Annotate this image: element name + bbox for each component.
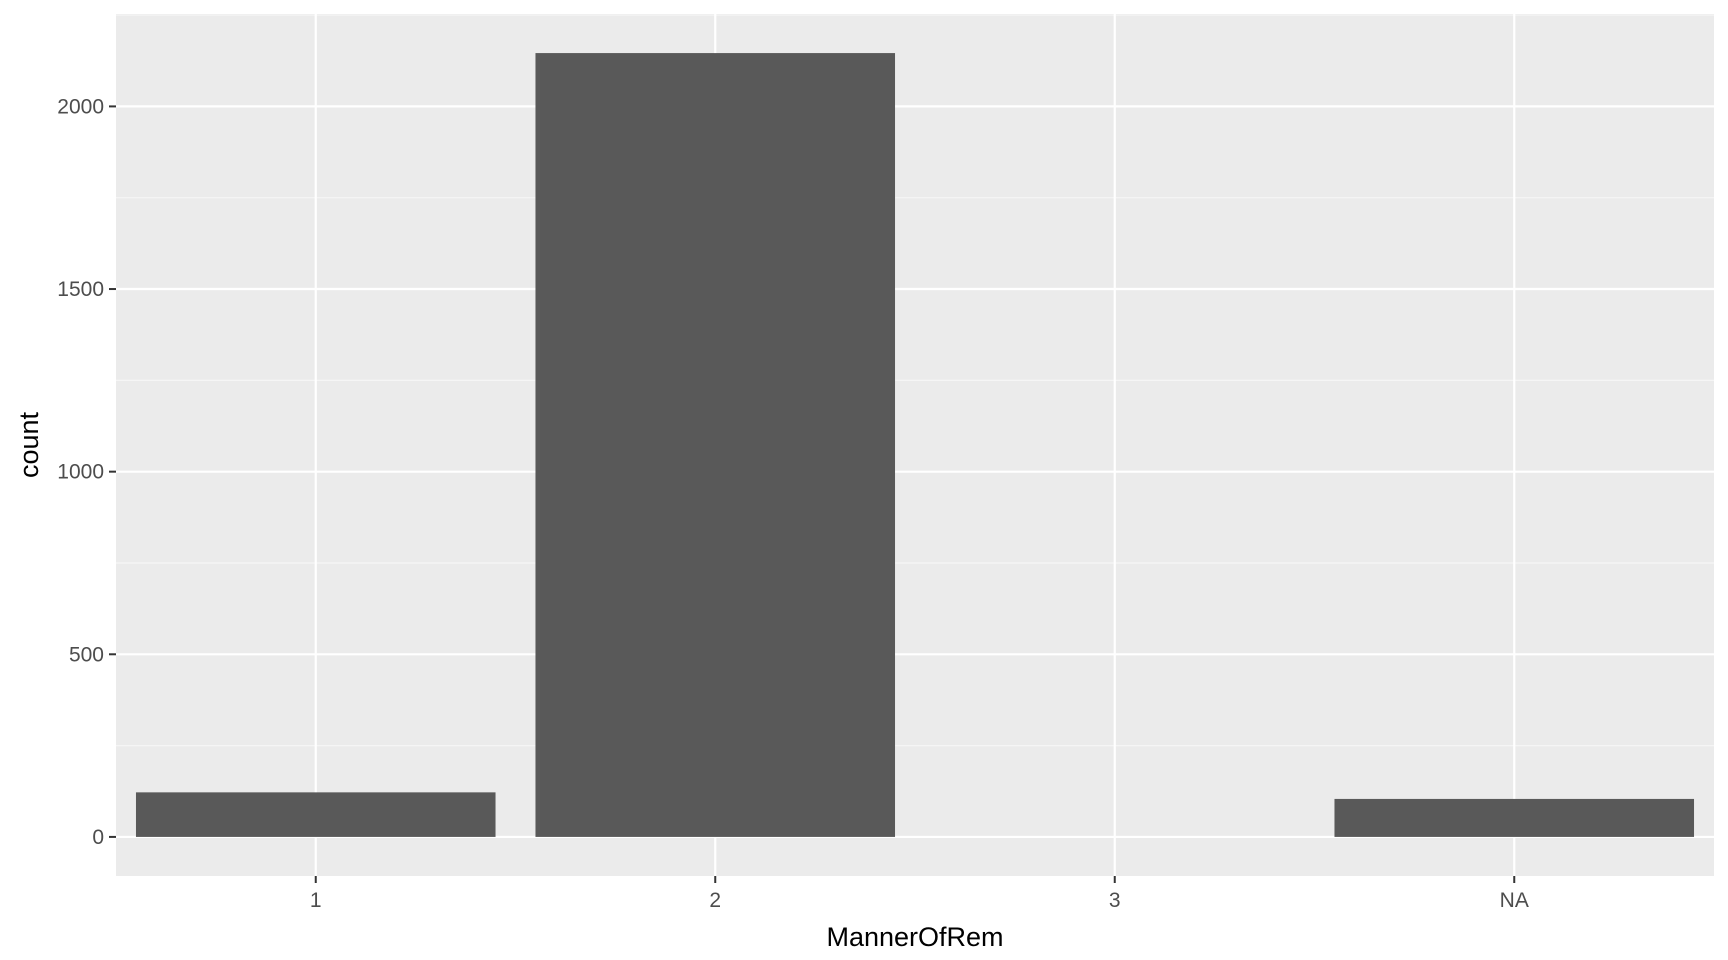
x-tick-label: NA [1500, 889, 1529, 912]
y-tick-label: 500 [69, 643, 104, 666]
y-axis-title: count [14, 411, 44, 478]
x-tick-label: 2 [709, 889, 721, 912]
minor-gridlines [116, 14, 1714, 747]
bar-1 [135, 792, 496, 837]
y-axis: 0 500 1000 1500 2000 [57, 95, 116, 849]
bars [135, 53, 1695, 837]
plot-panel [116, 14, 1714, 876]
y-tick-label: 2000 [57, 95, 104, 118]
bar-na [1334, 798, 1695, 837]
y-tick-label: 1000 [57, 461, 104, 484]
x-axis-title: MannerOfRem [826, 922, 1003, 952]
y-tick-label: 0 [92, 826, 104, 849]
y-tick-label: 1500 [57, 278, 104, 301]
x-tick-label: 1 [310, 889, 322, 912]
x-tick-label: 3 [1109, 889, 1121, 912]
x-axis: 1 2 3 NA [310, 876, 1529, 912]
bar-2 [535, 53, 896, 837]
